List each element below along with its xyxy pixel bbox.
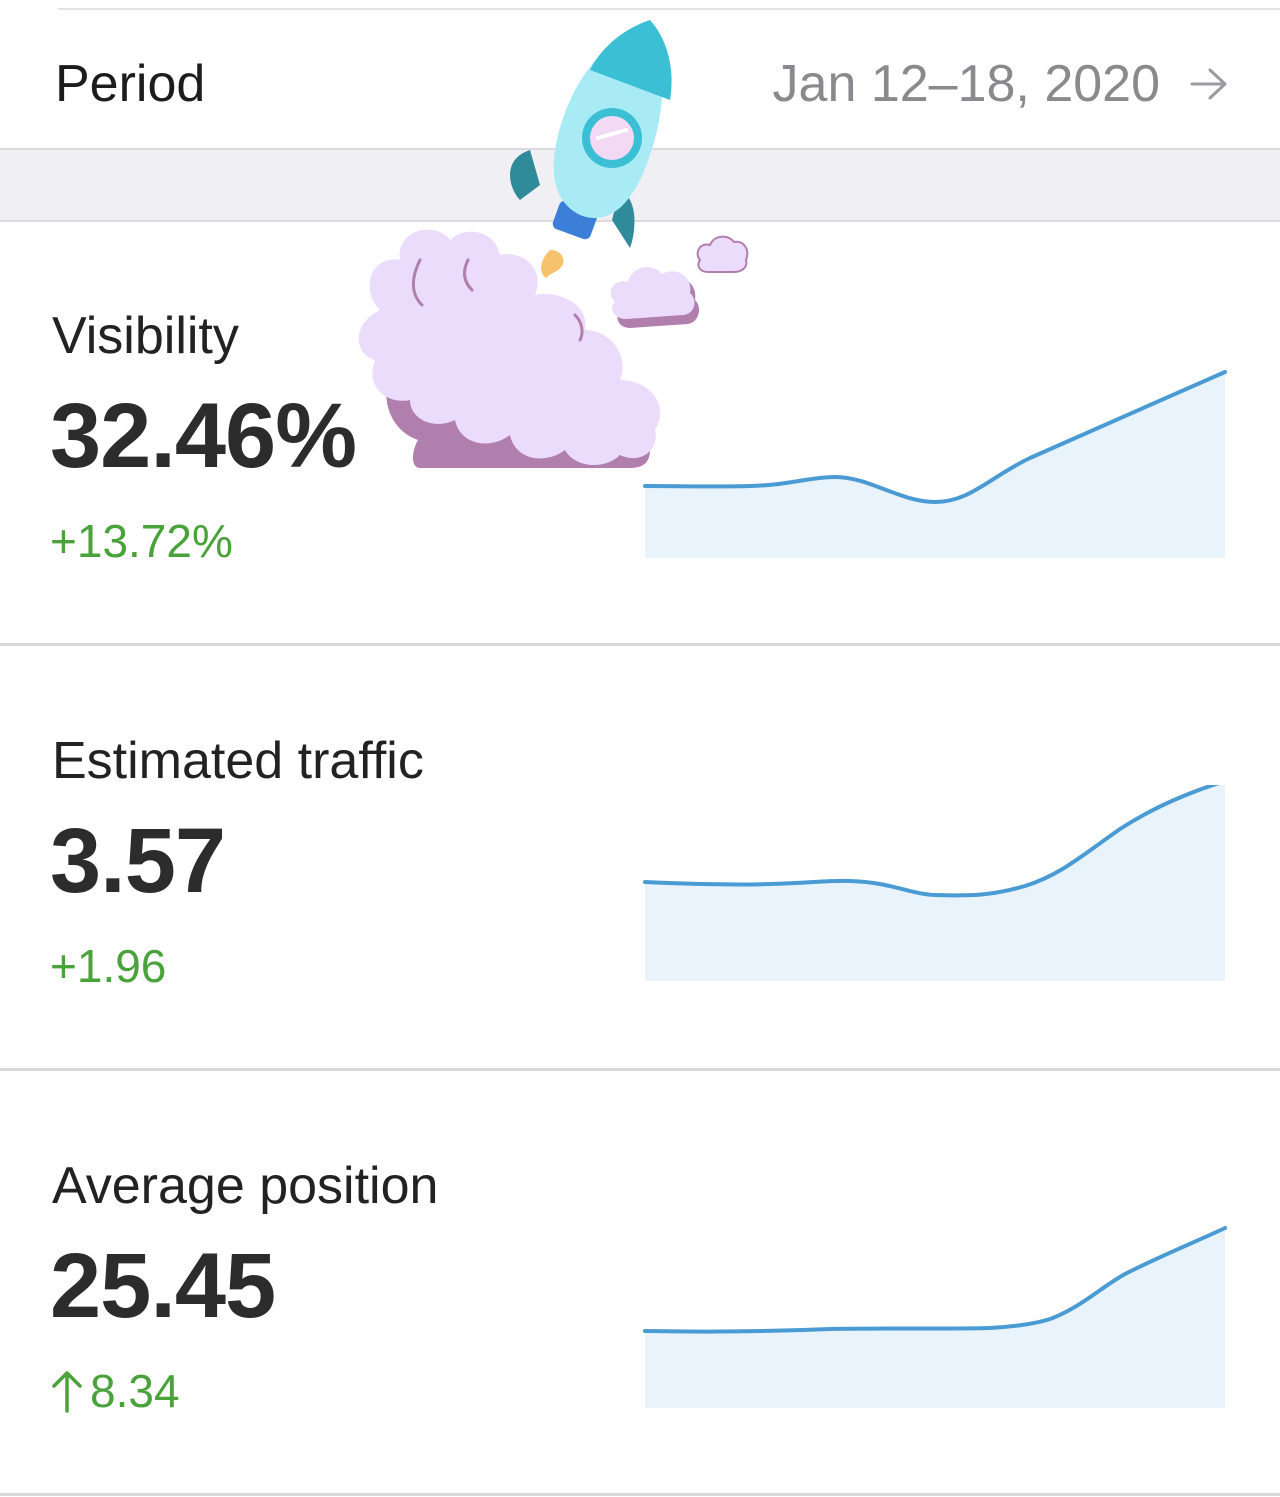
metric-card-visibility[interactable]: Visibility 32.46% +13.72%	[0, 222, 1280, 646]
sparkline-area	[645, 1228, 1225, 1408]
metric-value: 25.45	[50, 1235, 276, 1337]
metric-card-estimated-traffic[interactable]: Estimated traffic 3.57 +1.96	[0, 647, 1280, 1071]
rocket-body-icon	[510, 20, 672, 248]
arrow-right-icon	[1190, 68, 1227, 100]
metric-change-text: +1.96	[50, 940, 167, 992]
metric-value: 3.57	[50, 810, 226, 912]
period-date: Jan 12–18, 2020	[772, 55, 1160, 113]
sparkline-line	[643, 1226, 1227, 1334]
metric-change: +1.96	[50, 939, 166, 993]
metric-card-average-position[interactable]: Average position 25.45 8.34	[0, 1072, 1280, 1496]
sparkline-area	[645, 372, 1225, 558]
metric-title: Estimated traffic	[52, 732, 424, 790]
traffic-sparkline	[643, 785, 1225, 981]
rocket-launch-icon	[358, 20, 749, 468]
sparkline-line	[643, 785, 1220, 898]
position-sparkline	[643, 1226, 1227, 1408]
metric-change: +13.72%	[50, 514, 233, 568]
flame-icon	[541, 250, 564, 278]
arrow-up-icon	[52, 1371, 82, 1413]
metric-value: 32.46%	[50, 385, 357, 487]
smoke-cloud-icon	[358, 229, 661, 468]
top-divider	[58, 8, 1280, 10]
visibility-sparkline	[643, 370, 1227, 558]
metric-divider	[0, 643, 1280, 646]
sparkline-area	[645, 785, 1225, 981]
period-label: Period	[55, 55, 206, 113]
sparkline-line	[643, 370, 1227, 505]
metric-divider	[0, 1493, 1280, 1496]
metric-change: 8.34	[50, 1364, 180, 1418]
period-selector[interactable]: Jan 12–18, 2020	[773, 54, 1228, 114]
metric-title: Visibility	[52, 307, 239, 365]
metric-title: Average position	[52, 1157, 439, 1215]
period-row[interactable]: Period Jan 12–18, 2020	[0, 10, 1280, 148]
metric-change-text: +13.72%	[50, 515, 233, 567]
small-cloud-icon	[610, 235, 749, 328]
metric-change-text: 8.34	[90, 1365, 180, 1417]
metric-divider	[0, 1068, 1280, 1071]
